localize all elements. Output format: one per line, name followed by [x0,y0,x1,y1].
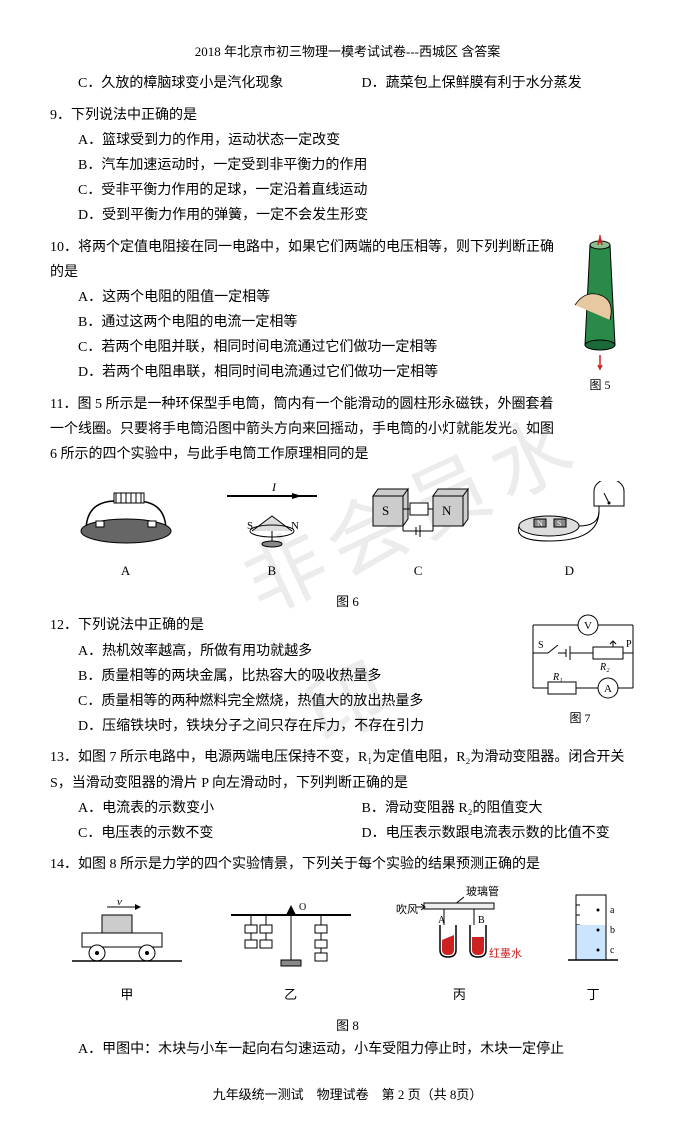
q12: 12．下列说法中正确的是 A．热机效率越高，所做有用功就越多 B．质量相等的两块… [50,613,515,739]
svg-text:a: a [610,905,615,916]
svg-text:N: N [537,519,543,528]
q13: 13．如图 7 所示电路中，电源两端电压保持不变，R₁为定值电阻，R₂为滑动变阻… [50,745,645,846]
q9-option-b: B．汽车加速运动时，一定受到非平衡力的作用 [78,153,645,178]
q12-stem: 12．下列说法中正确的是 [50,613,515,638]
svg-text:A: A [438,915,446,926]
fig8-label: 图 8 [50,1014,645,1037]
q10-option-d: D．若两个电阻串联，相同时间电流通过它们做功一定相等 [78,360,555,385]
q13-option-b: B．滑动变阻器 R₂的阻值变大 [362,796,646,821]
q11-stem: 11．图 5 所示是一种环保型手电筒，筒内有一个能滑动的圆柱形永磁铁，外圈套着一… [50,392,555,468]
q14-stem: 14．如图 8 所示是力学的四个实验情景，下列关于每个实验的结果预测正确的是 [50,852,645,877]
q11-label-a: A [66,559,186,582]
q11-fig-a: A [66,481,186,582]
q8-option-d: D．蔬菜包上保鲜膜有利于水分蒸发 [362,71,646,96]
q14-label-ding: 丁 [558,983,628,1006]
svg-text:P: P [626,639,632,650]
svg-text:A: A [604,683,612,695]
svg-text:玻璃管: 玻璃管 [466,885,499,898]
svg-text:V: V [584,620,592,632]
svg-text:I: I [271,481,277,494]
svg-text:R₁: R₁ [552,672,563,683]
q9-stem: 9．下列说法中正确的是 [50,103,645,128]
q9: 9．下列说法中正确的是 A．篮球受到力的作用，运动状态一定改变 B．汽车加速运动… [50,103,645,229]
q10-option-c: C．若两个电阻并联，相同时间电流通过它们做功一定相等 [78,335,555,360]
q10: 10．将两个定值电阻接在同一电路中，如果它们两端的电压相等，则下列判断正确的是 … [50,235,555,386]
page-header: 2018 年北京市初三物理一模考试试卷---西城区 含答案 [50,40,645,63]
q10-option-a: A．这两个电阻的阻值一定相等 [78,285,555,310]
fig6-label: 图 6 [50,590,645,613]
q14-figures: v 甲 O [50,885,645,1006]
q9-option-a: A．篮球受到力的作用，运动状态一定改变 [78,128,645,153]
q11-label-c: C [358,559,478,582]
q10-row: 10．将两个定值电阻接在同一电路中，如果它们两端的电压相等，则下列判断正确的是 … [50,235,645,474]
fig7-label: 图 7 [515,708,645,730]
svg-text:S: S [247,520,253,532]
q14-label-yi: 乙 [221,983,361,1006]
svg-text:R₂: R₂ [599,662,610,673]
q12-option-b: B．质量相等的两块金属，比热容大的吸收热量多 [78,664,515,689]
q8-tail: C．久放的樟脑球变小是汽化现象 D．蔬菜包上保鲜膜有利于水分蒸发 [50,71,645,96]
q14-options: A．甲图中：木块与小车一起向右匀速运动，小车受阻力停止时，木块一定停止 [50,1037,645,1062]
q13-option-a: A．电流表的示数变小 [78,796,362,821]
q11: 11．图 5 所示是一种环保型手电筒，筒内有一个能滑动的圆柱形永磁铁，外圈套着一… [50,392,555,468]
q14-fig-ding: a b c 丁 [558,885,628,1006]
q14-fig-bing: 玻璃管 A B 吹风 红墨水 丙 [394,885,524,1006]
q12-row: 12．下列说法中正确的是 A．热机效率越高，所做有用功就越多 B．质量相等的两块… [50,613,645,745]
svg-text:c: c [610,945,615,956]
q10-stem: 10．将两个定值电阻接在同一电路中，如果它们两端的电压相等，则下列判断正确的是 [50,235,555,285]
q11-fig-d: N S D [509,481,629,582]
figure-7: V S P R₂ R₁ A 图 7 [515,613,645,730]
q8-option-c: C．久放的樟脑球变小是汽化现象 [78,71,362,96]
q13-stem: 13．如图 7 所示电路中，电源两端电压保持不变，R₁为定值电阻，R₂为滑动变阻… [50,745,645,795]
q11-figures: A I S N B S N C [50,481,645,582]
svg-text:吹风: 吹风 [396,903,418,916]
svg-text:B: B [478,915,485,926]
q14-label-bing: 丙 [394,983,524,1006]
q9-option-d: D．受到平衡力作用的弹簧，一定不会发生形变 [78,203,645,228]
q14-fig-yi: O 乙 [221,895,361,1006]
svg-text:S: S [538,640,544,651]
svg-text:N: N [291,520,299,532]
figure-5: 图 5 [555,235,645,397]
svg-text:S: S [557,519,561,528]
q13-option-d: D．电压表示数跟电流表示数的比值不变 [362,821,646,846]
q11-label-d: D [509,559,629,582]
svg-text:S: S [382,503,389,518]
page-content: 2018 年北京市初三物理一模考试试卷---西城区 含答案 C．久放的樟脑球变小… [50,40,645,1106]
svg-text:N: N [442,503,452,518]
fig5-label: 图 5 [555,375,645,397]
q11-fig-c: S N C [358,481,478,582]
q12-option-a: A．热机效率越高，所做有用功就越多 [78,639,515,664]
q11-label-b: B [217,559,327,582]
q14-option-a: A．甲图中：木块与小车一起向右匀速运动，小车受阻力停止时，木块一定停止 [78,1037,645,1062]
q14-label-jia: 甲 [67,983,187,1006]
q13-option-c: C．电压表的示数不变 [78,821,362,846]
q11-fig-b: I S N B [217,481,327,582]
q10-option-b: B．通过这两个电阻的电流一定相等 [78,310,555,335]
page-footer: 九年级统一测试 物理试卷 第 2 页（共 8页） [50,1083,645,1106]
q12-option-c: C．质量相等的两种燃料完全燃烧，热值大的放出热量多 [78,689,515,714]
svg-text:b: b [610,925,615,936]
q14-fig-jia: v 甲 [67,895,187,1006]
svg-text:v: v [117,896,122,908]
q9-option-c: C．受非平衡力作用的足球，一定沿着直线运动 [78,178,645,203]
q12-option-d: D．压缩铁块时，铁块分子之间只存在斥力，不存在引力 [78,714,515,739]
svg-text:O: O [299,902,306,913]
q14: 14．如图 8 所示是力学的四个实验情景，下列关于每个实验的结果预测正确的是 [50,852,645,877]
svg-text:红墨水: 红墨水 [489,947,522,960]
